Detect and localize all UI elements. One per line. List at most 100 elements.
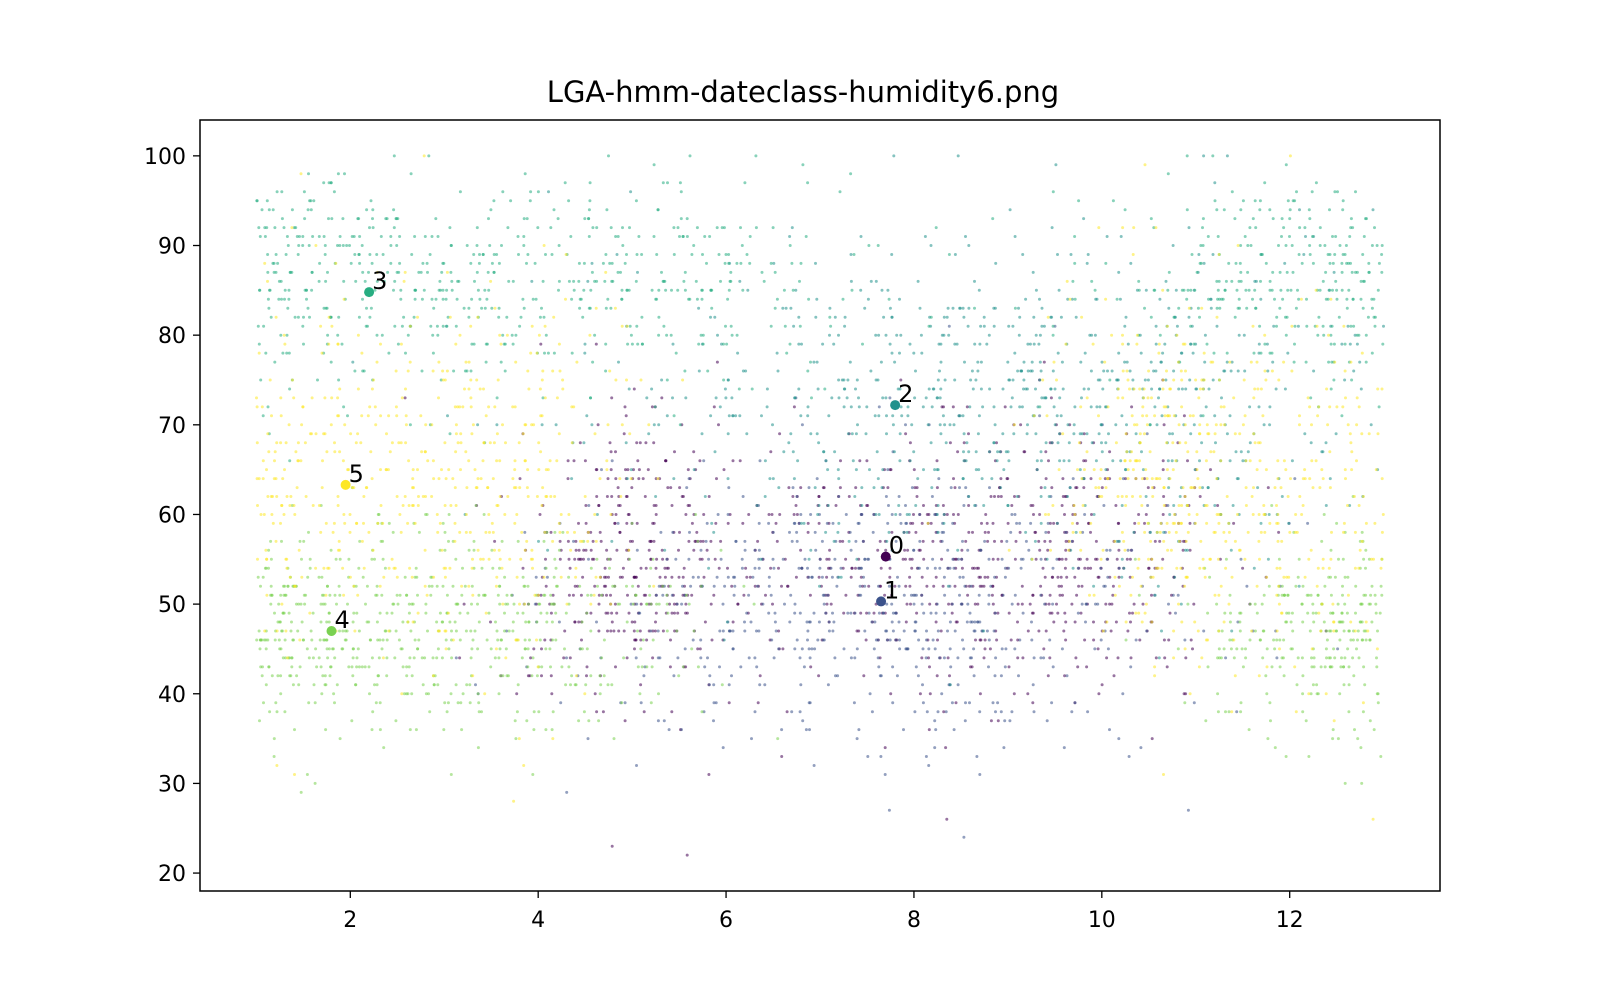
scatter-point-class-5 — [379, 342, 382, 346]
scatter-point-class-2 — [1123, 360, 1127, 364]
scatter-point-class-2 — [863, 306, 867, 310]
scatter-point-class-3 — [801, 163, 805, 167]
scatter-point-class-4 — [378, 638, 382, 642]
scatter-point-class-4 — [257, 629, 261, 633]
scatter-point-class-0 — [582, 557, 585, 561]
scatter-point-class-0 — [786, 584, 789, 588]
scatter-point-class-0 — [780, 584, 783, 588]
scatter-point-class-2 — [745, 432, 749, 436]
scatter-point-class-4 — [1369, 593, 1373, 597]
scatter-point-class-2 — [1189, 432, 1193, 436]
scatter-point-class-3 — [1380, 270, 1384, 274]
scatter-point-class-2 — [942, 513, 946, 516]
scatter-point-class-3 — [257, 342, 261, 346]
scatter-point-class-3 — [1137, 288, 1141, 292]
scatter-point-class-3 — [336, 244, 339, 247]
scatter-point-class-4 — [1343, 781, 1347, 785]
scatter-point-class-3 — [583, 217, 587, 221]
scatter-point-class-4 — [648, 584, 651, 588]
scatter-point-class-0 — [795, 513, 799, 516]
scatter-point-class-3 — [266, 253, 270, 256]
scatter-point-class-2 — [645, 396, 649, 400]
scatter-point-class-4 — [1325, 638, 1329, 642]
scatter-point-class-4 — [441, 521, 445, 525]
scatter-point-class-0 — [624, 495, 628, 498]
scatter-point-class-4 — [511, 620, 515, 624]
scatter-point-class-3 — [332, 190, 336, 194]
scatter-point-class-2 — [948, 423, 952, 427]
scatter-point-class-4 — [287, 611, 291, 615]
scatter-point-class-5 — [1148, 450, 1152, 454]
scatter-point-class-0 — [731, 620, 735, 624]
scatter-point-class-0 — [633, 620, 637, 624]
scatter-point-class-2 — [797, 342, 801, 346]
scatter-point-class-1 — [798, 710, 802, 714]
scatter-point-class-3 — [1316, 333, 1320, 337]
scatter-point-class-2 — [877, 513, 881, 516]
scatter-point-class-3 — [623, 261, 627, 265]
scatter-point-class-3 — [652, 235, 656, 238]
scatter-point-class-5 — [1217, 629, 1221, 633]
scatter-point-class-3 — [672, 414, 676, 418]
scatter-point-class-2 — [1085, 432, 1089, 436]
scatter-point-class-4 — [280, 629, 284, 633]
scatter-point-class-0 — [688, 504, 692, 507]
scatter-point-class-0 — [967, 530, 971, 534]
scatter-point-class-2 — [1340, 342, 1344, 346]
scatter-point-class-4 — [1356, 638, 1359, 642]
scatter-point-class-2 — [590, 423, 594, 427]
scatter-point-class-1 — [944, 710, 948, 714]
scatter-point-class-0 — [1007, 611, 1011, 615]
scatter-point-class-1 — [807, 620, 811, 624]
scatter-point-class-0 — [614, 665, 617, 669]
scatter-point-class-4 — [370, 656, 374, 660]
scatter-point-class-0 — [581, 575, 585, 579]
scatter-point-class-1 — [987, 665, 990, 669]
scatter-point-class-5 — [1173, 513, 1176, 516]
scatter-point-class-4 — [523, 638, 527, 642]
scatter-point-class-3 — [701, 253, 704, 256]
scatter-point-class-1 — [751, 575, 755, 579]
scatter-point-class-2 — [980, 477, 984, 481]
scatter-point-class-5 — [1105, 620, 1109, 624]
scatter-point-class-2 — [1187, 226, 1191, 230]
scatter-point-class-0 — [668, 602, 671, 606]
scatter-point-class-4 — [327, 611, 331, 615]
scatter-point-class-0 — [976, 602, 980, 606]
scatter-point-class-1 — [767, 575, 771, 579]
scatter-point-class-3 — [484, 360, 488, 364]
scatter-point-class-0 — [687, 539, 691, 543]
scatter-point-class-1 — [795, 539, 799, 543]
scatter-point-class-2 — [1104, 441, 1108, 445]
scatter-point-class-5 — [1352, 495, 1356, 498]
scatter-point-class-2 — [797, 315, 801, 319]
scatter-point-class-3 — [523, 172, 527, 176]
scatter-point-class-5 — [614, 378, 618, 382]
scatter-point-class-3 — [1230, 190, 1234, 194]
scatter-point-class-2 — [981, 405, 985, 409]
scatter-point-class-0 — [549, 530, 553, 534]
scatter-point-class-5 — [400, 396, 404, 400]
scatter-point-class-4 — [413, 575, 417, 579]
scatter-point-class-0 — [563, 629, 567, 633]
scatter-point-class-4 — [450, 656, 454, 660]
scatter-point-class-5 — [294, 450, 298, 454]
scatter-point-class-5 — [464, 450, 468, 454]
scatter-point-class-4 — [428, 710, 432, 714]
scatter-point-class-4 — [261, 665, 264, 669]
scatter-point-class-4 — [472, 539, 476, 543]
scatter-point-class-1 — [721, 746, 725, 750]
scatter-point-class-5 — [1061, 432, 1065, 436]
scatter-point-class-0 — [982, 584, 986, 588]
scatter-point-class-4 — [1338, 638, 1342, 642]
scatter-point-class-5 — [1131, 575, 1134, 579]
scatter-point-class-1 — [771, 557, 775, 561]
scatter-point-class-3 — [264, 351, 268, 355]
scatter-point-class-3 — [660, 270, 663, 274]
scatter-point-class-3 — [1206, 235, 1210, 238]
scatter-point-class-4 — [309, 629, 313, 633]
scatter-point-class-4 — [327, 620, 331, 624]
scatter-point-class-1 — [800, 647, 804, 651]
scatter-point-class-4 — [554, 566, 558, 570]
scatter-point-class-5 — [379, 468, 382, 472]
